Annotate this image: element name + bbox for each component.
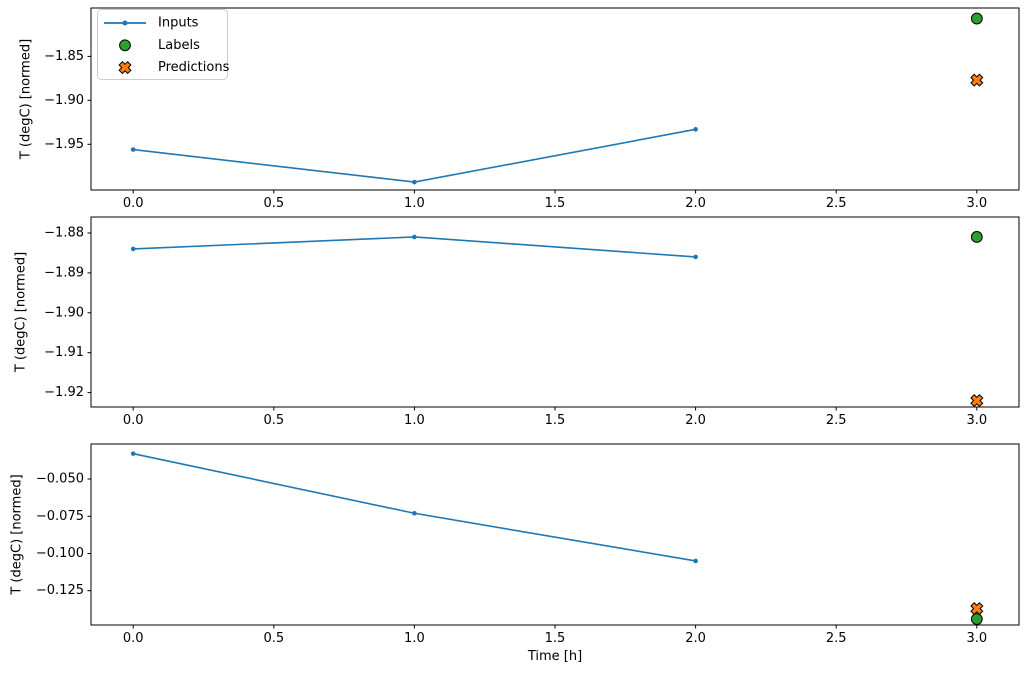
- x-tick-label: 1.0: [404, 413, 425, 428]
- x-axis-label: Time [h]: [527, 649, 582, 664]
- inputs-marker: [693, 254, 698, 260]
- inputs-marker: [412, 234, 417, 240]
- inputs-marker: [130, 246, 136, 252]
- legend-entry-label: Labels: [158, 38, 200, 53]
- subplot-1: 0.0 0.5 1.0 1.5 2.0 2.5 3.0 −1.85 −1.90 −1.95 T (d…: [19, 7, 1020, 211]
- x-tick-label: 0.0: [123, 413, 144, 428]
- predictions-marker: [970, 73, 984, 87]
- legend-entry-label: Inputs: [158, 16, 199, 31]
- x-tick-label: 3.0: [966, 413, 987, 428]
- labels-marker: [970, 613, 983, 625]
- inputs-marker: [130, 451, 136, 456]
- y-tick-label: −1.85: [44, 49, 84, 64]
- y-tick-label: −1.90: [44, 305, 84, 320]
- y-axis-label: T (degC) [normed]: [14, 252, 29, 373]
- subplot-2: 0.0 0.5 1.0 1.5 2.0 2.5 3.0 −1.88 −1.89 −1.90 −1.9…: [14, 216, 1020, 428]
- legend-entry: Inputs: [104, 16, 199, 31]
- inputs-marker: [693, 558, 698, 564]
- x-tick-label: 1.5: [545, 631, 566, 646]
- plot-area: [90, 216, 1020, 408]
- legend-labels-swatch: [119, 39, 131, 52]
- x-tick-label: 3.0: [966, 196, 987, 211]
- y-tick-label: −1.92: [44, 385, 84, 400]
- x-tick-label: 2.0: [685, 631, 706, 646]
- x-tick-label: 0.0: [123, 196, 144, 211]
- x-tick-label: 2.0: [685, 196, 706, 211]
- predictions-marker: [970, 394, 984, 408]
- x-tick-label: 1.5: [545, 413, 566, 428]
- x-tick-label: 0.5: [263, 631, 284, 646]
- x-tick-label: 2.5: [826, 196, 847, 211]
- y-axis-label: T (degC) [normed]: [10, 474, 25, 595]
- plot-area: [90, 7, 1020, 191]
- y-tick-label: −1.88: [44, 226, 84, 241]
- legend-predictions-swatch: [118, 61, 132, 75]
- x-tick-label: 1.5: [545, 196, 566, 211]
- x-tick-label: 0.5: [263, 196, 284, 211]
- y-axis-label: T (degC) [normed]: [19, 39, 34, 160]
- y-tick-label: −1.91: [44, 345, 84, 360]
- x-tick-label: 3.0: [966, 631, 987, 646]
- y-tick-label: −0.050: [36, 472, 84, 487]
- x-tick-label: 1.0: [404, 196, 425, 211]
- inputs-marker: [693, 127, 698, 132]
- x-tick-label: 2.5: [826, 413, 847, 428]
- legend-entry: Labels: [119, 38, 200, 53]
- inputs-marker: [130, 147, 136, 152]
- legend-entry-label: Predictions: [158, 60, 230, 75]
- x-tick-label: 0.5: [263, 413, 284, 428]
- plot-area: [90, 443, 1020, 626]
- labels-marker: [970, 12, 983, 25]
- y-tick-label: −1.90: [44, 93, 84, 108]
- legend-box: [97, 9, 228, 80]
- y-tick-label: −1.95: [44, 137, 84, 152]
- y-tick-label: −0.100: [36, 546, 84, 561]
- x-tick-label: 2.5: [826, 631, 847, 646]
- legend-inputs-dot: [122, 20, 128, 26]
- y-tick-label: −0.075: [36, 509, 84, 524]
- y-tick-label: −0.125: [36, 583, 84, 598]
- y-tick-label: −1.89: [44, 265, 84, 280]
- inputs-marker: [412, 179, 417, 185]
- legend: Inputs Labels Predictions: [97, 9, 230, 80]
- predictions-marker: [970, 602, 984, 616]
- x-tick-label: 0.0: [123, 631, 144, 646]
- inputs-marker: [412, 510, 417, 516]
- subplot-3: 0.0 0.5 1.0 1.5 2.0 2.5 3.0 −0.050 −0.075 −0.100 −…: [10, 443, 1020, 646]
- labels-marker: [970, 231, 983, 243]
- x-tick-label: 1.0: [404, 631, 425, 646]
- x-tick-label: 2.0: [685, 413, 706, 428]
- legend-entry: Predictions: [118, 60, 230, 75]
